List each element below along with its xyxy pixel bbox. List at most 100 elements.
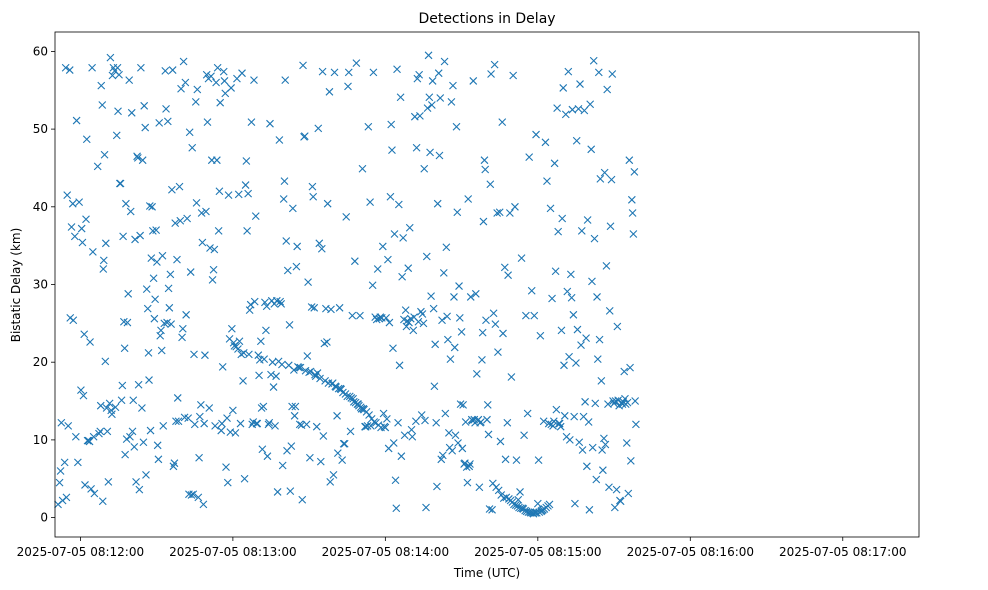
data-point-marker <box>627 195 636 204</box>
data-point-marker <box>325 87 334 96</box>
data-point-marker <box>333 449 342 457</box>
data-point-marker <box>511 501 520 510</box>
data-point-marker <box>333 411 341 420</box>
data-point-marker <box>189 490 198 499</box>
data-point-marker <box>450 343 459 352</box>
data-point-marker <box>442 243 451 252</box>
data-point-marker <box>386 192 395 201</box>
data-point-marker <box>401 306 410 315</box>
data-point-marker <box>419 319 428 328</box>
data-point-marker <box>340 439 349 448</box>
data-point-marker <box>545 500 554 509</box>
data-point-marker <box>269 383 278 391</box>
data-point-marker <box>363 422 372 430</box>
data-point-marker <box>631 397 640 405</box>
data-point-marker <box>295 420 304 429</box>
data-point-marker <box>163 117 172 126</box>
data-point-marker <box>177 84 185 93</box>
data-point-marker <box>576 80 584 88</box>
data-point-marker <box>148 202 156 211</box>
data-point-marker <box>72 116 81 125</box>
data-markers <box>54 51 640 518</box>
data-point-marker <box>626 363 634 372</box>
data-point-marker <box>243 227 252 235</box>
data-point-marker <box>440 57 449 66</box>
data-point-marker <box>564 67 573 76</box>
data-point-marker <box>549 417 558 426</box>
data-point-marker <box>397 452 406 461</box>
data-point-marker <box>190 420 199 429</box>
data-point-marker <box>202 207 210 216</box>
data-point-marker <box>212 78 220 87</box>
data-point-marker <box>171 219 180 228</box>
data-point-marker <box>178 333 186 342</box>
data-point-marker <box>449 81 457 90</box>
data-point-marker <box>330 68 339 77</box>
data-point-marker <box>69 316 78 325</box>
data-point-marker <box>315 239 324 248</box>
data-point-marker <box>149 274 158 283</box>
data-point-marker <box>296 363 305 372</box>
data-point-marker <box>498 118 507 127</box>
data-point-marker <box>398 272 407 281</box>
data-point-marker <box>132 477 140 486</box>
data-point-marker <box>70 232 79 241</box>
data-point-marker <box>100 150 109 159</box>
data-point-marker <box>443 312 451 321</box>
data-point-marker <box>195 453 203 462</box>
data-point-marker <box>436 94 445 102</box>
data-point-marker <box>80 330 89 339</box>
data-point-marker <box>194 493 203 502</box>
data-point-marker <box>501 455 510 464</box>
data-point-marker <box>234 345 242 353</box>
data-point-marker <box>421 416 429 425</box>
data-point-marker <box>227 84 235 92</box>
data-point-marker <box>251 212 260 221</box>
data-point-marker <box>556 422 565 431</box>
data-point-marker <box>140 101 149 110</box>
data-point-marker <box>99 265 108 273</box>
data-point-marker <box>241 181 250 189</box>
data-point-marker <box>610 399 618 408</box>
data-point-marker <box>130 442 139 451</box>
data-point-marker <box>95 429 103 438</box>
data-point-marker <box>323 199 332 208</box>
data-point-marker <box>581 397 589 406</box>
data-point-marker <box>461 418 470 426</box>
data-point-marker <box>136 231 145 240</box>
data-point-marker <box>483 401 492 409</box>
data-point-marker <box>391 476 400 485</box>
data-point-marker <box>434 69 443 78</box>
data-point-marker <box>88 247 97 256</box>
data-point-marker <box>305 453 314 462</box>
data-point-marker <box>124 289 133 298</box>
data-point-marker <box>600 168 609 177</box>
data-point-marker <box>317 244 326 253</box>
x-tick-label: 2025-07-05 08:14:00 <box>322 545 449 559</box>
data-point-marker <box>395 361 404 370</box>
data-point-marker <box>190 350 198 359</box>
data-point-marker <box>220 77 229 85</box>
data-point-marker <box>291 402 300 411</box>
data-point-marker <box>170 459 179 468</box>
data-point-marker <box>548 294 556 303</box>
data-point-marker <box>321 376 330 385</box>
data-point-marker <box>523 409 532 418</box>
data-point-marker <box>586 100 595 109</box>
data-point-marker <box>117 396 126 405</box>
data-point-marker <box>424 51 433 60</box>
data-point-marker <box>205 404 214 412</box>
data-point-marker <box>273 488 282 496</box>
data-point-marker <box>263 452 272 461</box>
data-point-marker <box>89 432 98 441</box>
data-point-marker <box>456 400 465 409</box>
data-point-marker <box>378 242 387 251</box>
data-point-marker <box>389 344 397 353</box>
data-point-marker <box>396 93 405 102</box>
data-point-marker <box>223 414 231 423</box>
data-point-marker <box>372 315 381 324</box>
data-point-marker <box>129 396 138 405</box>
data-point-marker <box>283 266 292 275</box>
data-point-marker <box>517 254 526 262</box>
